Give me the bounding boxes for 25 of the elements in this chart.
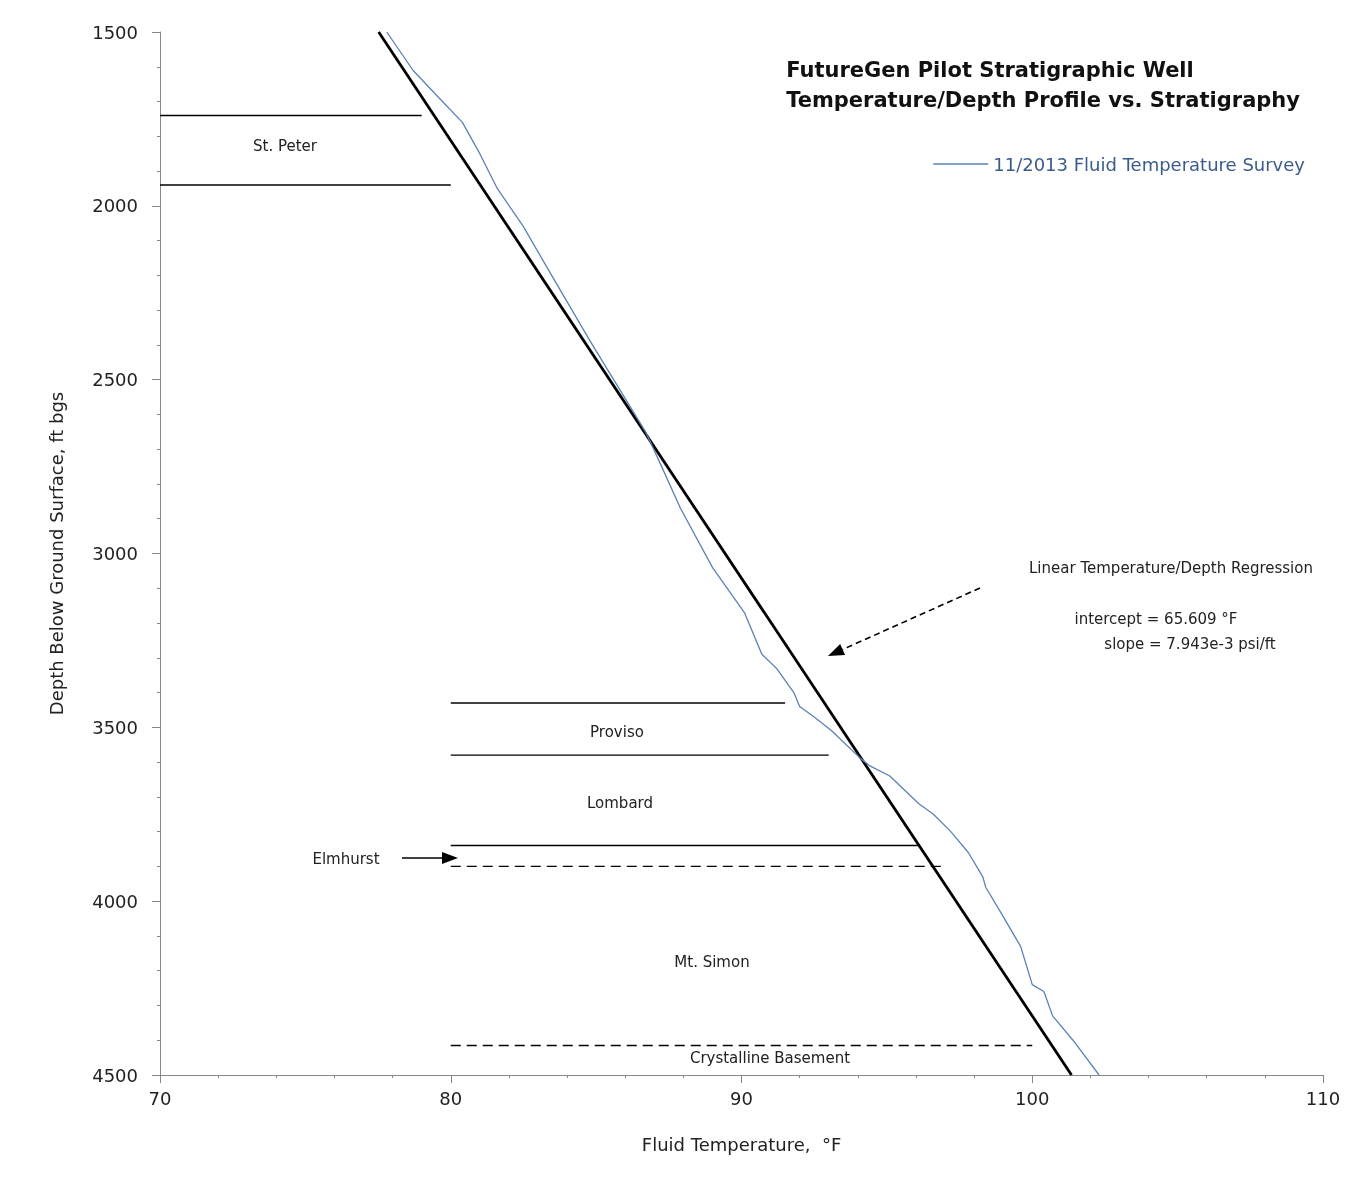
y-tick-label: 3000 bbox=[92, 543, 138, 564]
x-tick-label: 80 bbox=[439, 1087, 463, 1109]
x-axis-title: Fluid Temperature, °F bbox=[641, 1133, 842, 1155]
y-tick-label: 3500 bbox=[92, 716, 138, 738]
annotation: Crystalline Basement bbox=[689, 1048, 851, 1067]
y-tick-label: 4000 bbox=[92, 890, 138, 912]
y-tick-label: 2000 bbox=[92, 195, 138, 217]
annotation: slope = 7.943e-3 psi/ft bbox=[1104, 634, 1276, 653]
annotation: Proviso bbox=[590, 722, 644, 741]
y-axis-title: Depth Below Ground Surface, ft bgs bbox=[45, 391, 67, 716]
x-tick-label: 70 bbox=[148, 1087, 172, 1109]
y-tick-label: 2500 bbox=[92, 369, 138, 391]
x-tick-label: 110 bbox=[1305, 1087, 1341, 1109]
annotation: Elmhurst bbox=[312, 849, 380, 868]
y-tick-label: 1500 bbox=[92, 21, 138, 43]
x-tick-label: 100 bbox=[1015, 1087, 1050, 1109]
annotation: Linear Temperature/Depth Regression bbox=[1029, 558, 1313, 577]
legend-label: 11/2013 Fluid Temperature Survey bbox=[993, 153, 1306, 175]
text: FutureGen Pilot Stratigraphic Well Temperature/Depth Profile vs. Stratigraphy bbox=[786, 58, 1301, 112]
x-tick-label: 90 bbox=[730, 1087, 753, 1109]
y-tick-label: 4500 bbox=[92, 1064, 138, 1086]
annotation: Mt. Simon bbox=[674, 952, 750, 971]
annotation: Lombard bbox=[586, 793, 654, 812]
annotation: St. Peter bbox=[253, 136, 318, 155]
annotation: intercept = 65.609 °F bbox=[1074, 609, 1238, 628]
